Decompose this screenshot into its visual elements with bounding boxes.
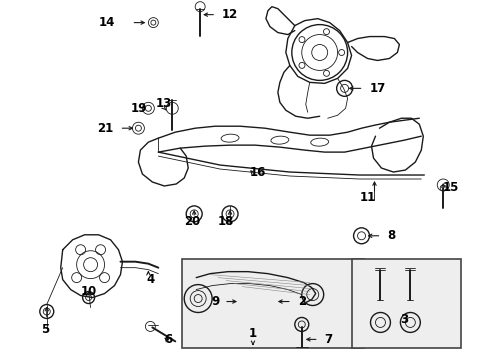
Text: 8: 8 [386,229,395,242]
Text: 11: 11 [359,192,375,204]
Text: 19: 19 [130,102,146,115]
Text: 18: 18 [218,215,234,228]
Text: 5: 5 [41,323,49,336]
Bar [182,259,363,348]
Text: 9: 9 [211,295,220,308]
Text: 12: 12 [222,8,238,21]
Text: 16: 16 [249,166,265,179]
Text: 6: 6 [164,333,172,346]
Text: 17: 17 [369,82,385,95]
Text: 4: 4 [146,273,154,286]
Bar [351,259,460,348]
Text: 14: 14 [99,16,115,29]
Text: 15: 15 [442,181,458,194]
Text: 7: 7 [324,333,332,346]
Text: 13: 13 [156,97,172,110]
Text: 1: 1 [248,327,257,340]
Text: 20: 20 [183,215,200,228]
Text: 10: 10 [81,285,97,298]
Text: 2: 2 [297,295,305,308]
Text: 21: 21 [97,122,113,135]
Text: 3: 3 [400,313,407,326]
